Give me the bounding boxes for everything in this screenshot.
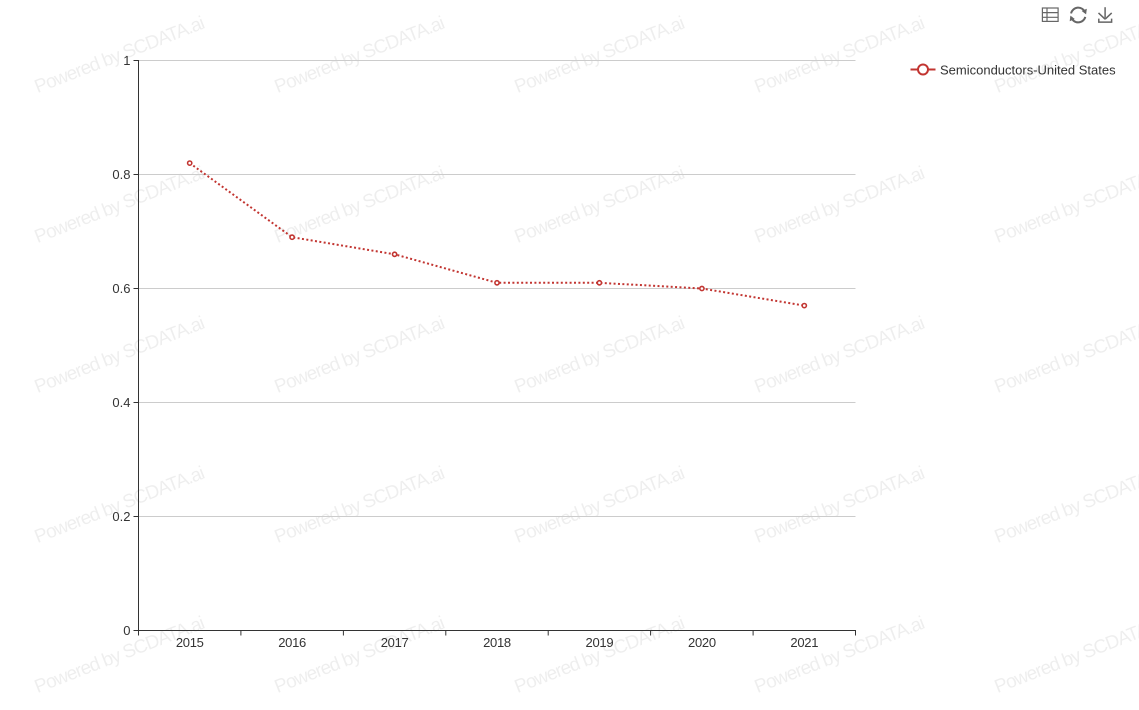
- svg-text:2020: 2020: [688, 635, 716, 650]
- svg-text:Powered by SCDATA.ai: Powered by SCDATA.ai: [992, 13, 1139, 98]
- svg-text:Powered by SCDATA.ai: Powered by SCDATA.ai: [992, 463, 1139, 548]
- svg-text:Powered by SCDATA.ai: Powered by SCDATA.ai: [32, 463, 207, 548]
- svg-text:2019: 2019: [586, 635, 614, 650]
- svg-text:Powered by SCDATA.ai: Powered by SCDATA.ai: [512, 13, 687, 98]
- svg-text:0.6: 0.6: [112, 281, 130, 296]
- svg-text:Powered by SCDATA.ai: Powered by SCDATA.ai: [272, 463, 447, 548]
- svg-text:Semiconductors-United States: Semiconductors-United States: [940, 62, 1116, 77]
- svg-text:Powered by SCDATA.ai: Powered by SCDATA.ai: [272, 163, 447, 248]
- svg-text:2017: 2017: [381, 635, 409, 650]
- svg-text:2016: 2016: [278, 635, 306, 650]
- svg-text:0.8: 0.8: [112, 167, 130, 182]
- svg-text:0.2: 0.2: [112, 509, 130, 524]
- svg-text:0.4: 0.4: [112, 395, 130, 410]
- svg-text:Powered by SCDATA.ai: Powered by SCDATA.ai: [32, 613, 207, 698]
- svg-text:0: 0: [123, 623, 130, 638]
- svg-text:Powered by SCDATA.ai: Powered by SCDATA.ai: [272, 613, 447, 698]
- svg-text:Powered by SCDATA.ai: Powered by SCDATA.ai: [752, 13, 927, 98]
- svg-text:Powered by SCDATA.ai: Powered by SCDATA.ai: [752, 163, 927, 248]
- svg-text:2021: 2021: [790, 635, 818, 650]
- svg-text:Powered by SCDATA.ai: Powered by SCDATA.ai: [992, 163, 1139, 248]
- svg-text:1: 1: [123, 53, 130, 68]
- svg-text:Powered by SCDATA.ai: Powered by SCDATA.ai: [512, 613, 687, 698]
- svg-text:Powered by SCDATA.ai: Powered by SCDATA.ai: [752, 313, 927, 398]
- svg-text:2015: 2015: [176, 635, 204, 650]
- svg-text:Powered by SCDATA.ai: Powered by SCDATA.ai: [992, 613, 1139, 698]
- svg-text:Powered by SCDATA.ai: Powered by SCDATA.ai: [512, 313, 687, 398]
- svg-text:Powered by SCDATA.ai: Powered by SCDATA.ai: [752, 463, 927, 548]
- svg-text:2018: 2018: [483, 635, 511, 650]
- svg-text:Powered by SCDATA.ai: Powered by SCDATA.ai: [272, 13, 447, 98]
- svg-text:Powered by SCDATA.ai: Powered by SCDATA.ai: [992, 313, 1139, 398]
- svg-text:Powered by SCDATA.ai: Powered by SCDATA.ai: [32, 13, 207, 98]
- svg-text:Powered by SCDATA.ai: Powered by SCDATA.ai: [512, 463, 687, 548]
- svg-text:Powered by SCDATA.ai: Powered by SCDATA.ai: [512, 163, 687, 248]
- svg-text:Powered by SCDATA.ai: Powered by SCDATA.ai: [272, 313, 447, 398]
- svg-text:Powered by SCDATA.ai: Powered by SCDATA.ai: [32, 313, 207, 398]
- svg-text:Powered by SCDATA.ai: Powered by SCDATA.ai: [752, 613, 927, 698]
